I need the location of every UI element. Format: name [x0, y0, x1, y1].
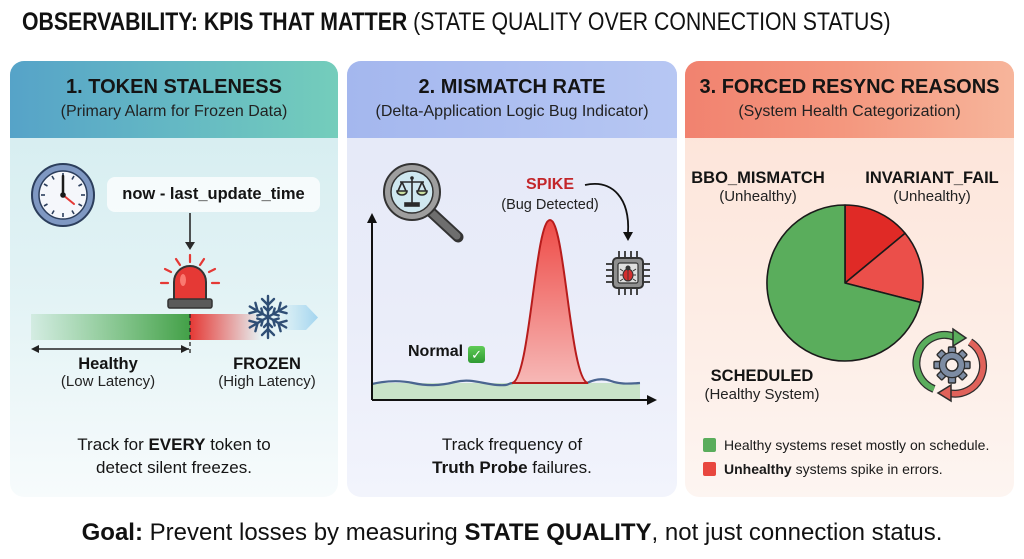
footnote-text: failures. [527, 458, 592, 477]
frozen-label: FROZEN [233, 355, 301, 373]
card-subtitle: (System Health Categorization) [738, 103, 961, 120]
card-header: 1. TOKEN STALENESS (Primary Alarm for Fr… [10, 61, 338, 138]
normal-label-text: Normal [408, 343, 464, 360]
goal-label: Goal: [81, 519, 143, 546]
page-title: OBSERVABILITY: KPIS THAT MATTER (STATE Q… [22, 6, 891, 38]
pie-sublabel-bbo-mismatch: (Unhealthy) [719, 188, 797, 205]
magnifier-scales-icon [383, 163, 464, 243]
baseline-series-line [371, 379, 514, 387]
pie-slice-scheduled [766, 204, 922, 362]
healthy-label: Healthy [78, 355, 138, 373]
snowflake-icon [248, 294, 288, 340]
card-forced-resync-reasons: 3. FORCED RESYNC REASONS (System Health … [685, 61, 1014, 497]
clock-icon [31, 163, 95, 227]
check-icon: ✓ [468, 346, 486, 363]
healthy-range-arrow-icon [31, 345, 189, 353]
page-title-bold: OBSERVABILITY: KPIS THAT MATTER [22, 8, 408, 36]
pie-slice-bbo-mismatch [844, 204, 906, 284]
footnote-emphasis: Truth Probe [432, 458, 528, 477]
legend-text: Healthy systems reset mostly on schedule… [724, 437, 990, 453]
pie-label-scheduled: SCHEDULED [710, 367, 814, 385]
arrow-down-icon [185, 213, 195, 250]
spike-label: SPIKE [525, 176, 574, 193]
goal-emphasis: STATE QUALITY [464, 519, 652, 546]
card-title: 3. FORCED RESYNC REASONS [699, 76, 1000, 98]
resync-graphic [766, 204, 987, 403]
alarm-siren-icon [159, 253, 221, 309]
mismatch-graphic [367, 163, 657, 405]
footnote-text: Track for [77, 435, 149, 454]
legend-text: systems spike in errors. [791, 461, 943, 477]
healthy-sublabel: (Low Latency) [60, 373, 156, 390]
baseline-series-line [586, 378, 641, 385]
staleness-graphic [31, 163, 318, 355]
card-title: 2. MISMATCH RATE [418, 76, 606, 98]
gear-sync-icon [912, 327, 987, 403]
baseline-area [372, 383, 640, 400]
formula-box: now - last_update_time [107, 177, 320, 212]
card-footnote: Track frequency of Truth Probe failures. [347, 433, 677, 479]
legend-swatch-red [703, 462, 716, 476]
chart-axes [367, 213, 657, 405]
footnote-emphasis: EVERY [148, 435, 206, 454]
pie-sublabel-invariant-fail: (Unhealthy) [893, 188, 971, 205]
latency-bar [31, 305, 318, 355]
frozen-sublabel: (High Latency) [218, 373, 316, 390]
normal-label: Normal ✓ [408, 342, 486, 363]
pie-label-invariant-fail: INVARIANT_FAIL [865, 169, 999, 187]
goal-text: Prevent losses by measuring [142, 519, 465, 546]
pie-label-bbo-mismatch: BBO_MISMATCH [691, 169, 825, 187]
card-subtitle: (Delta-Application Logic Bug Indicator) [375, 103, 649, 120]
curved-arrow-icon [584, 183, 633, 241]
legend-swatch-green [703, 438, 716, 452]
card-header: 2. MISMATCH RATE (Delta-Application Logi… [347, 61, 677, 138]
spike-sublabel: (Bug Detected) [501, 197, 599, 213]
card-footnote: Track for EVERY token to detect silent f… [10, 433, 338, 479]
spike-series [511, 218, 589, 384]
footnote-line-2: detect silent freezes. [96, 458, 252, 477]
bug-chip-icon [606, 251, 650, 295]
card-subtitle: (Primary Alarm for Frozen Data) [60, 103, 288, 120]
footnote-text: token to [205, 435, 271, 454]
card-token-staleness: 1. TOKEN STALENESS (Primary Alarm for Fr… [10, 61, 338, 497]
goal-text: , not just connection status. [651, 519, 943, 546]
legend-item-healthy: Healthy systems reset mostly on schedule… [703, 437, 989, 453]
resync-reasons-pie-chart [766, 204, 924, 362]
card-mismatch-rate: 2. MISMATCH RATE (Delta-Application Logi… [347, 61, 677, 497]
legend-item-unhealthy: Unhealthy systems spike in errors. [703, 461, 943, 477]
pie-sublabel-scheduled: (Healthy System) [704, 386, 820, 403]
page-title-subtitle: (STATE QUALITY OVER CONNECTION STATUS) [413, 8, 891, 36]
card-title: 1. TOKEN STALENESS [66, 76, 282, 98]
legend-emphasis: Unhealthy [724, 461, 792, 477]
card-header: 3. FORCED RESYNC REASONS (System Health … [685, 61, 1014, 138]
goal-statement: Goal: Prevent losses by measuring STATE … [0, 517, 1024, 549]
footnote-line-1: Track frequency of [441, 435, 583, 454]
pie-slice-invariant-fail [844, 232, 924, 304]
